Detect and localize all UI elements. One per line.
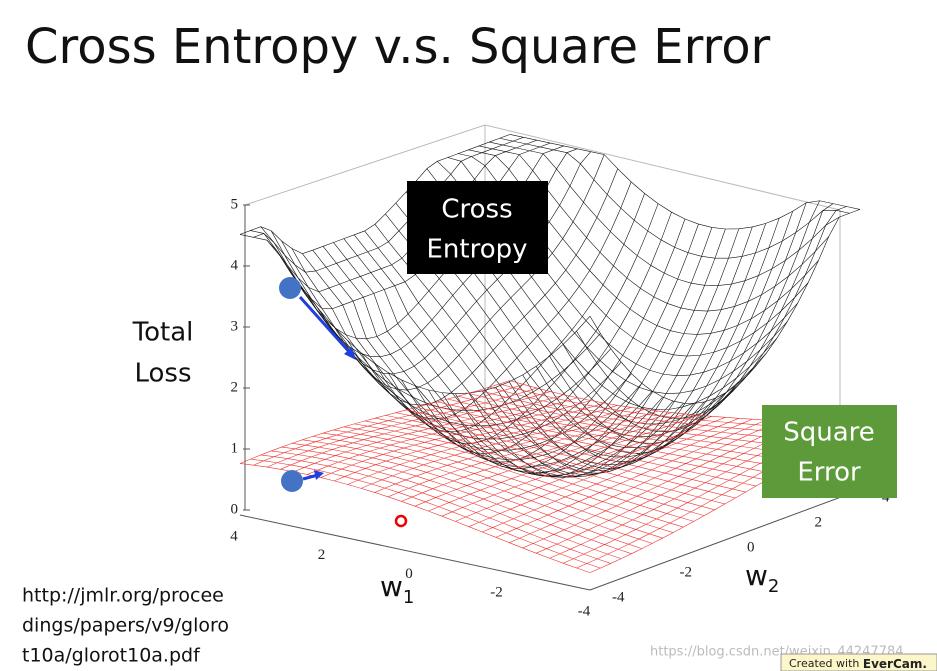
z-tick-label: 3: [231, 318, 239, 334]
w1-axis: [239, 514, 591, 591]
source-text: http://jmlr.org/procee: [22, 585, 224, 607]
w2-tick-label: 0: [747, 539, 755, 555]
back-edge: [244, 124, 486, 206]
w2-label: w2: [745, 559, 779, 597]
mesh-line: [495, 419, 766, 538]
mesh-line: [455, 417, 726, 522]
mesh-line: [509, 134, 861, 230]
mesh-line: [468, 418, 739, 527]
w1-tick-label: -2: [490, 585, 503, 601]
mesh-line: [374, 417, 726, 505]
w1-label: w1: [380, 570, 414, 608]
w2-axis: [589, 489, 861, 591]
callout-box: [762, 405, 897, 498]
z-tick-label: 5: [231, 196, 239, 212]
mesh-line: [589, 209, 861, 404]
z-tick-label: 1: [231, 440, 239, 456]
z-tick-label: 2: [231, 379, 239, 395]
minimum-marker: [394, 514, 408, 528]
surface: [239, 380, 861, 573]
badge-text: Created with EverCam.: [789, 657, 927, 671]
mesh-line: [395, 412, 746, 493]
badge: [780, 653, 937, 671]
arrowhead: [344, 347, 356, 360]
mesh-line: [522, 421, 793, 549]
callout-text: Entropy: [426, 235, 527, 265]
mesh-line: [437, 401, 788, 469]
w2-tick-label: -4: [612, 589, 625, 605]
z-tick-label: 0: [231, 501, 239, 517]
mesh-line: [441, 416, 713, 517]
callout-box: [407, 181, 548, 274]
source-text: dings/papers/v9/gloro: [22, 615, 229, 637]
mesh-line: [478, 145, 830, 312]
mesh-line: [489, 141, 840, 286]
w1-tick-label: 4: [230, 528, 238, 544]
mesh-line: [536, 422, 807, 554]
mesh-line: [495, 223, 767, 474]
w1-label-main: w: [380, 570, 403, 603]
badge-prefix: Created with: [789, 657, 859, 670]
z-label: Loss: [134, 359, 191, 389]
mesh-line: [455, 228, 726, 477]
ball: [281, 470, 303, 492]
callout-text: Cross: [441, 195, 512, 225]
source-text: t10a/glorot10a.pdf: [22, 645, 201, 667]
mesh-line: [416, 406, 767, 481]
mesh-line: [535, 202, 807, 454]
mesh-line: [522, 211, 793, 462]
arrow: [298, 295, 354, 357]
mesh-line: [458, 395, 809, 457]
arrowhead: [314, 470, 324, 480]
mesh-line: [482, 418, 753, 533]
callout-text: Error: [797, 458, 861, 488]
mesh-line: [499, 137, 850, 259]
callout-text: Square: [783, 418, 875, 448]
w2-label-sub: 2: [768, 576, 779, 597]
badge-brand: EverCam.: [863, 657, 927, 671]
ball: [279, 277, 301, 299]
slide-title: Cross Entropy v.s. Square Error: [25, 19, 771, 75]
mesh-line: [509, 420, 780, 543]
back-edge: [484, 124, 841, 211]
w1-label-sub: 1: [403, 587, 414, 608]
w1-tick-label: -4: [578, 603, 591, 619]
mesh-line: [385, 213, 736, 458]
w2-tick-label: 2: [815, 514, 823, 530]
mesh-line: [428, 414, 699, 512]
w1-tick-label: 0: [405, 566, 413, 582]
mesh-line: [447, 398, 798, 463]
w2-label-main: w: [745, 559, 768, 592]
mesh-line: [426, 404, 777, 475]
mesh-line: [385, 415, 736, 499]
z-tick-label: 4: [231, 257, 239, 273]
mesh-line: [576, 206, 847, 419]
mesh-line: [406, 409, 757, 487]
z-label: Total: [132, 318, 194, 348]
w1-tick-label: 2: [318, 547, 326, 563]
mesh-line: [468, 392, 819, 451]
w2-tick-label: -2: [680, 564, 693, 580]
